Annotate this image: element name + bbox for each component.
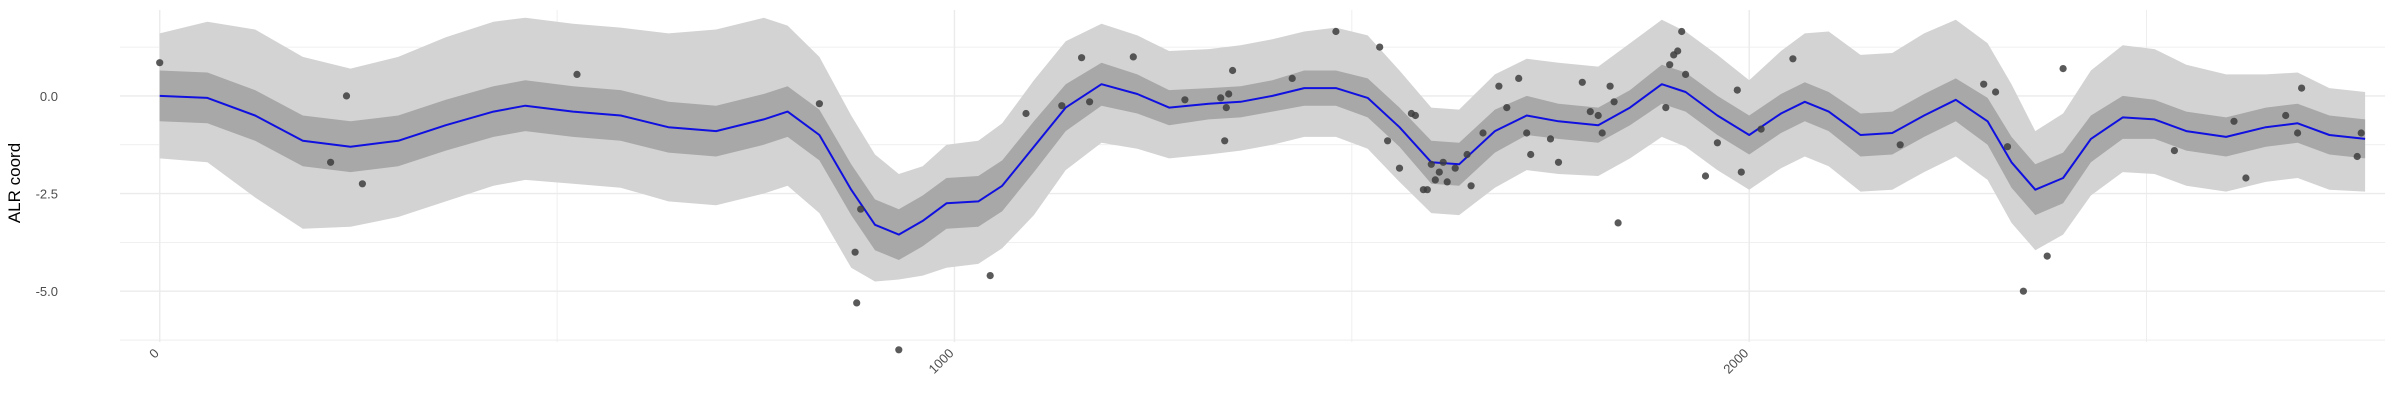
data-point: [815, 100, 824, 108]
data-point: [1411, 111, 1419, 120]
x-tick-label: 0: [146, 346, 162, 362]
data-point: [1546, 135, 1555, 143]
data-point: [1606, 82, 1614, 90]
mean-curve: [159, 83, 2366, 236]
x-tick-label: 1000: [926, 346, 957, 377]
data-point: [1662, 104, 1670, 112]
data-point: [1523, 129, 1531, 137]
data-point: [1217, 94, 1225, 102]
data-point: [2230, 117, 2238, 125]
data-points: [156, 27, 2365, 354]
data-point: [1078, 54, 1086, 62]
data-point: [1737, 168, 1745, 176]
data-point: [1586, 108, 1594, 116]
y-axis-title: ALR coord: [5, 143, 24, 223]
data-point: [1527, 150, 1535, 159]
data-point: [1451, 164, 1459, 172]
data-point: [1666, 61, 1674, 69]
data-point: [1554, 158, 1563, 166]
data-point: [2294, 129, 2302, 137]
data-point: [2353, 152, 2361, 161]
data-point: [1022, 109, 1030, 118]
data-point: [1463, 150, 1471, 159]
data-point: [1598, 129, 1606, 137]
confidence-bands: [159, 17, 2366, 282]
data-point: [2282, 111, 2290, 120]
data-point: [1467, 182, 1475, 190]
data-point: [1701, 172, 1710, 180]
data-point: [1682, 70, 1690, 78]
outer-confidence-band: [159, 17, 2366, 282]
data-point: [1376, 43, 1384, 51]
data-point: [1495, 82, 1503, 90]
data-point: [358, 180, 366, 188]
data-point: [1395, 164, 1404, 172]
data-point: [1713, 139, 1721, 147]
y-tick-label: -2.5: [36, 187, 58, 202]
data-point: [1431, 176, 1439, 184]
data-point: [1058, 102, 1066, 110]
data-point: [986, 272, 994, 280]
data-point: [1435, 168, 1443, 176]
data-point: [1423, 186, 1431, 194]
data-point: [857, 205, 865, 213]
data-point: [1992, 88, 2000, 96]
data-point: [2043, 252, 2051, 260]
data-point: [1288, 74, 1296, 82]
data-point: [1614, 219, 1622, 227]
data-point: [342, 92, 351, 100]
data-point: [1610, 98, 1618, 106]
data-point: [1221, 137, 1229, 145]
y-tick-label: -5.0: [36, 284, 58, 299]
data-point: [1503, 104, 1511, 112]
mean-curve-layer: [159, 83, 2366, 236]
data-point: [327, 158, 335, 166]
data-point: [1789, 55, 1797, 63]
data-point: [851, 248, 859, 256]
data-point: [1129, 53, 1137, 61]
data-point: [1225, 90, 1233, 98]
data-point: [1733, 86, 1741, 94]
data-point: [2357, 129, 2365, 137]
data-point: [1479, 129, 1487, 137]
data-point: [853, 299, 861, 307]
data-point: [1674, 47, 1682, 55]
data-point: [1678, 27, 1686, 36]
data-point: [2003, 143, 2012, 151]
data-point: [1427, 160, 1435, 168]
data-point: [1896, 141, 1904, 149]
data-point: [1515, 74, 1523, 82]
data-point: [2019, 287, 2027, 295]
data-point: [1578, 78, 1586, 86]
data-point: [156, 59, 164, 67]
data-point: [1594, 111, 1602, 120]
data-point: [1181, 96, 1189, 104]
data-point: [2242, 174, 2250, 182]
data-point: [1757, 125, 1765, 133]
data-point: [2170, 147, 2178, 155]
data-point: [895, 346, 903, 354]
data-point: [1980, 80, 1988, 88]
data-point: [1443, 178, 1451, 186]
data-point: [2298, 84, 2306, 92]
data-point: [2059, 65, 2067, 73]
data-point: [1086, 98, 1094, 106]
inner-confidence-band: [159, 62, 2366, 261]
data-point: [1439, 158, 1447, 166]
y-tick-label: 0.0: [40, 89, 58, 104]
data-point: [573, 70, 581, 78]
data-point: [1332, 27, 1340, 36]
x-tick-label: 2000: [1720, 346, 1751, 377]
data-point: [1229, 66, 1237, 75]
data-point: [1222, 104, 1230, 112]
data-point: [1384, 137, 1392, 145]
